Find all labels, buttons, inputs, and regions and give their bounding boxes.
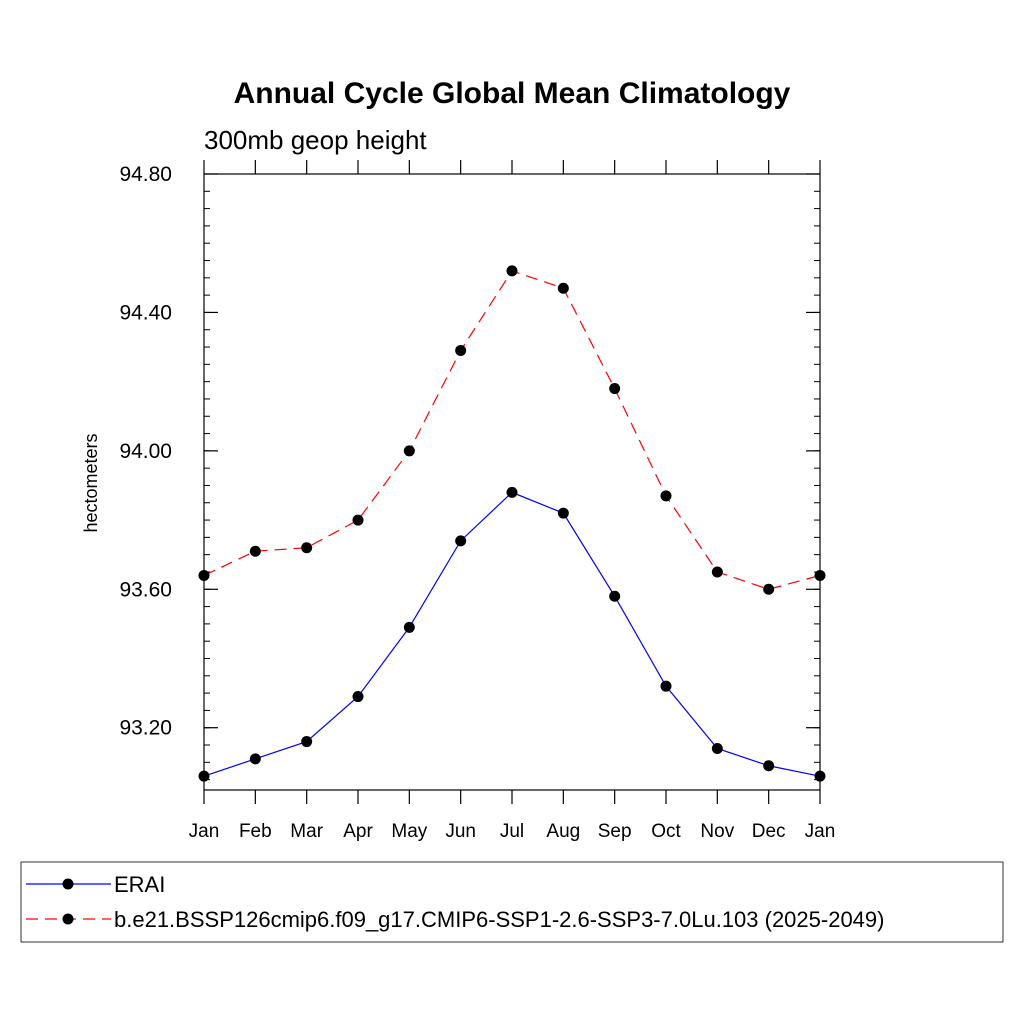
data-point [352, 691, 364, 703]
legend: ERAI b.e21.BSSP126cmip6.f09_g17.CMIP6-SSP… [20, 861, 1004, 943]
data-point [455, 344, 467, 356]
y-tick-label: 93.60 [119, 578, 172, 601]
legend-entry: b.e21.BSSP126cmip6.f09_g17.CMIP6-SSP1-2.… [26, 907, 884, 932]
y-tick-labels: 94.80 94.40 94.00 93.60 93.20 [119, 163, 172, 740]
y-axis-label: hectometers [81, 433, 101, 532]
y-tick-label: 94.40 [119, 301, 172, 324]
series-line [203, 270, 821, 590]
legend-marker [62, 913, 74, 925]
data-point [711, 742, 723, 754]
data-point [301, 542, 313, 554]
data-point [557, 507, 569, 519]
x-tick-label: Jan [189, 821, 220, 842]
x-tick-label: Jul [500, 821, 524, 842]
legend-label: b.e21.BSSP126cmip6.f09_g17.CMIP6-SSP1-2.… [114, 907, 884, 932]
chart-title: Annual Cycle Global Mean Climatology [234, 77, 791, 110]
chart-subtitle: 300mb geop height [204, 125, 427, 155]
y-tick-label: 94.80 [119, 163, 172, 186]
legend-box [20, 861, 1004, 943]
x-tick-label: Feb [239, 821, 272, 842]
x-tick-label: Dec [752, 821, 786, 842]
data-point [609, 383, 621, 395]
data-point [403, 621, 415, 633]
data-point [609, 590, 621, 602]
x-tick-label: Nov [700, 821, 734, 842]
x-tick-label: Apr [343, 821, 373, 842]
data-point [557, 282, 569, 294]
data-point [763, 760, 775, 772]
series-2 [198, 265, 826, 595]
data-point [352, 514, 364, 526]
legend-items: ERAI b.e21.BSSP126cmip6.f09_g17.CMIP6-SSP… [26, 872, 884, 932]
y-tick-label: 93.20 [119, 717, 172, 740]
data-point [506, 486, 518, 498]
x-tick-label: Aug [546, 821, 580, 842]
data-point [763, 583, 775, 595]
data-point [660, 490, 672, 502]
x-tick-label: Jun [445, 821, 476, 842]
data-point [198, 770, 210, 782]
legend-marker [62, 878, 74, 890]
data-point [455, 535, 467, 547]
axis-ticks [203, 160, 821, 804]
data-point [249, 753, 261, 765]
x-tick-labels: Jan Feb Mar Apr May Jun Jul Aug Sep Oct Nov Dec Jan [189, 821, 836, 842]
x-tick-label: Oct [651, 821, 681, 842]
series-layer [198, 265, 826, 782]
data-point [506, 265, 518, 277]
data-point [814, 770, 826, 782]
x-tick-label: Jan [805, 821, 836, 842]
data-point [660, 680, 672, 692]
legend-label: ERAI [114, 872, 165, 897]
x-tick-label: Mar [290, 821, 323, 842]
series-1 [198, 486, 826, 782]
x-tick-label: May [391, 821, 427, 842]
series-line [203, 491, 821, 777]
legend-entry: ERAI [26, 872, 165, 897]
data-point [249, 545, 261, 557]
data-point [301, 736, 313, 748]
data-point [814, 569, 826, 581]
data-point [711, 566, 723, 578]
x-tick-label: Sep [598, 821, 632, 842]
data-point [198, 569, 210, 581]
y-tick-label: 94.00 [119, 440, 172, 463]
data-point [403, 445, 415, 457]
